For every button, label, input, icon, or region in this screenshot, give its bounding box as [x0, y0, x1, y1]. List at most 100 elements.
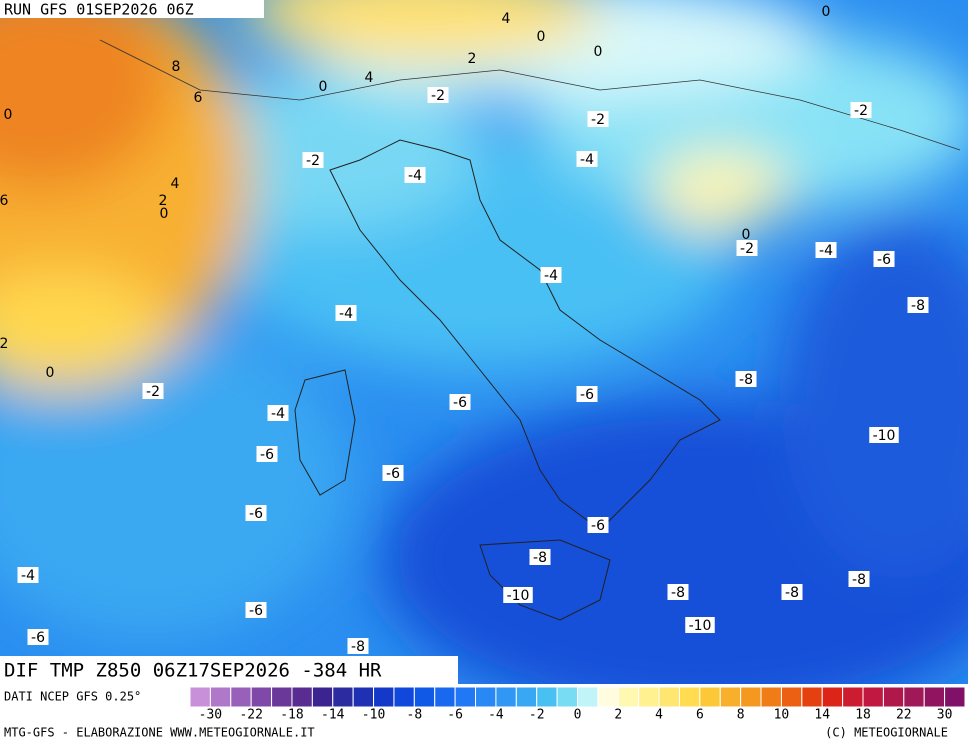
colorbar-swatch	[638, 686, 660, 708]
colorbar-label: 0	[574, 708, 582, 723]
field-box	[0, 656, 458, 685]
colorbar-label: -2	[529, 708, 545, 723]
colorbar-swatch	[760, 686, 782, 708]
colorbar-swatch	[250, 686, 273, 708]
colorbar-label: -14	[321, 708, 345, 723]
contour-label-box	[404, 167, 426, 183]
contour-label: 4	[365, 70, 374, 86]
contour-label-box	[17, 567, 39, 583]
colorbar-swatch	[475, 686, 497, 708]
colorbar-swatch	[923, 686, 946, 708]
contour-label: 4	[502, 11, 511, 27]
run-label: RUN GFS 01SEP2026 06Z	[4, 1, 194, 19]
colorbar-swatch	[903, 686, 925, 708]
contour-label: 2	[468, 51, 477, 67]
contour-label: -8	[785, 585, 799, 601]
credit-label: MTG-GFS - ELABORAZIONE WWW.METEOGIORNALE…	[4, 726, 315, 740]
colorbar-swatch	[352, 686, 375, 708]
contour-label: -4	[271, 406, 285, 422]
contour-label-box	[302, 152, 324, 168]
contour-label-box	[449, 394, 471, 410]
contour-label: 4	[171, 176, 180, 192]
colorbar-swatch	[719, 686, 742, 708]
colorbar-swatch	[740, 686, 762, 708]
colorbar-label: 10	[774, 708, 790, 723]
contour-label-box	[873, 251, 895, 267]
colorbar-swatch	[597, 686, 619, 708]
contour-label: -6	[453, 395, 467, 411]
colorbar-label: 30	[937, 708, 953, 723]
contour-label-box	[142, 383, 164, 399]
contour-label: 0	[160, 206, 169, 222]
colorbar-swatch	[944, 686, 966, 708]
contour-label: -6	[386, 466, 400, 482]
colorbar-swatch	[862, 686, 884, 708]
run-box	[0, 0, 264, 18]
coastline	[479, 539, 611, 621]
contour-label-box	[245, 505, 267, 521]
contour-label: 0	[822, 4, 831, 20]
colorbar-label: 22	[896, 708, 912, 723]
contour-label: -10	[689, 618, 712, 634]
colorbar-swatch	[495, 686, 517, 708]
colorbar-label: 14	[814, 708, 830, 723]
colorbar-swatch	[536, 686, 558, 708]
contour-label-box	[382, 465, 404, 481]
colorbar-swatch	[515, 686, 538, 708]
colorbar-swatch	[434, 686, 456, 708]
contour-label: -6	[260, 447, 274, 463]
contour-label: -8	[911, 298, 925, 314]
contour-label-box	[529, 549, 551, 565]
map-field	[0, 0, 968, 684]
colorbar-swatch	[373, 686, 395, 708]
colorbar-label: -6	[447, 708, 463, 723]
contour-label-box	[850, 102, 872, 118]
contour-label: -6	[877, 252, 891, 268]
colorbar-label: -30	[199, 708, 222, 723]
contour-label: -10	[873, 428, 896, 444]
field-label: DIF TMP Z850 06Z17SEP2026 -384 HR	[4, 660, 382, 682]
colorbar-label: -10	[362, 708, 385, 723]
colorbar-swatch	[780, 686, 803, 708]
contour-label: 0	[537, 29, 546, 45]
contour-label: -8	[351, 639, 365, 655]
contour-label-box	[667, 584, 689, 600]
contour-label-box	[27, 629, 49, 645]
colorbar-label: 2	[614, 708, 622, 723]
contour-label: -4	[544, 268, 558, 284]
colorbar-swatch	[311, 686, 334, 708]
contour-label-box	[848, 571, 870, 587]
contour-label: -6	[580, 387, 594, 403]
contour-label-box	[576, 386, 598, 402]
contour-label-box	[576, 151, 598, 167]
colorbar-label: 8	[737, 708, 745, 723]
contour-label: -6	[591, 518, 605, 534]
copyright-label: (C) METEOGIORNALE	[825, 726, 948, 740]
colorbar-label: -18	[280, 708, 303, 723]
colorbar-swatch	[842, 686, 864, 708]
contour-label: 0	[742, 227, 751, 243]
contour-label-box	[781, 584, 803, 600]
colorbar-swatch	[882, 686, 905, 708]
contour-label-box	[869, 427, 899, 443]
contour-label-box	[256, 446, 278, 462]
contour-label: 0	[594, 44, 603, 60]
contour-label: -2	[146, 384, 160, 400]
colorbar-swatch	[678, 686, 701, 708]
colorbar-swatch	[801, 686, 823, 708]
contour-label: -2	[740, 241, 754, 257]
colorbar-swatch	[699, 686, 721, 708]
contour-label: 8	[172, 59, 181, 75]
colorbar-label: -22	[239, 708, 262, 723]
colorbar-swatch	[556, 686, 579, 708]
contour-label: -8	[739, 372, 753, 388]
contour-label-box	[427, 87, 449, 103]
contour-label-box	[587, 517, 609, 533]
contour-label-box	[587, 111, 609, 127]
contour-label: -4	[21, 568, 35, 584]
contour-label: -2	[306, 153, 320, 169]
contour-label: -4	[819, 243, 833, 259]
contour-label: 0	[4, 107, 13, 123]
contour-label: -6	[31, 630, 45, 646]
